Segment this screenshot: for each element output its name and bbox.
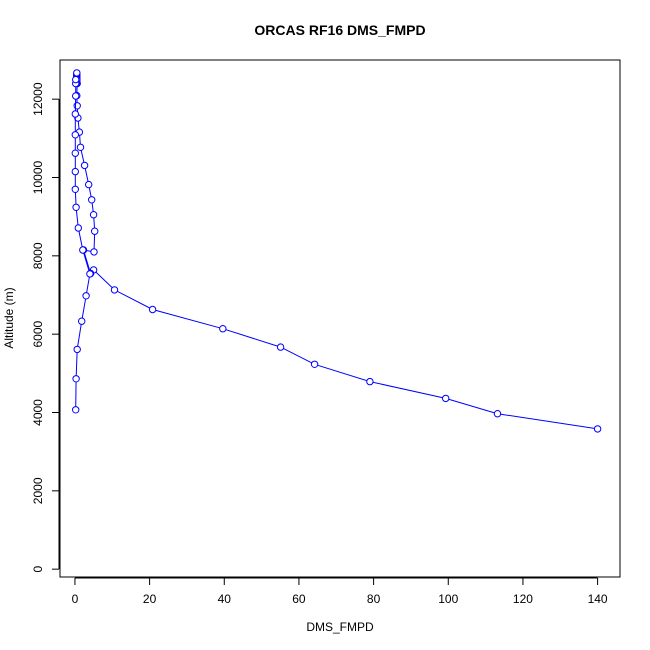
- data-point: [74, 224, 83, 232]
- series-layer: [71, 69, 602, 433]
- data-point: [276, 343, 285, 351]
- x-tick-label: 20: [143, 592, 157, 606]
- x-tick-label: 40: [218, 592, 232, 606]
- data-point: [90, 248, 98, 256]
- data-point: [91, 227, 99, 235]
- data-point: [72, 203, 80, 212]
- x-axis: 0 20 40 60 80 100 120 140: [72, 577, 608, 606]
- y-tick-label: 10000: [31, 160, 45, 194]
- data-point: [72, 92, 80, 100]
- data-point: [72, 406, 80, 414]
- data-point: [76, 143, 85, 152]
- data-point: [72, 375, 80, 383]
- data-point: [73, 345, 81, 354]
- plot-frame: [59, 59, 621, 578]
- data-point: [442, 394, 450, 403]
- y-axis: 0 2000 4000 6000 8000 10000 12000: [31, 82, 60, 573]
- x-tick-label: 140: [588, 592, 608, 606]
- data-point: [366, 377, 374, 386]
- data-point: [219, 325, 227, 333]
- data-point: [88, 196, 96, 204]
- data-point: [493, 410, 502, 418]
- y-tick-label: 0: [31, 566, 45, 573]
- data-point: [71, 149, 80, 157]
- data-point: [86, 270, 94, 278]
- data-point: [110, 286, 119, 294]
- data-point: [72, 75, 80, 84]
- series-line: [76, 72, 598, 430]
- chart-title: ORCAS RF16 DMS_FMPD: [254, 22, 425, 38]
- data-point: [593, 425, 602, 433]
- y-tick-label: 6000: [31, 320, 45, 347]
- y-tick-label: 4000: [31, 399, 45, 426]
- data-point: [71, 167, 80, 176]
- y-axis-label: Altitude (m): [2, 287, 16, 348]
- data-point: [73, 69, 81, 77]
- data-point: [85, 180, 93, 189]
- x-tick-label: 100: [438, 592, 458, 606]
- x-tick-label: 0: [72, 592, 79, 606]
- y-tick-label: 8000: [31, 242, 45, 269]
- data-point: [82, 292, 90, 300]
- data-point: [71, 131, 80, 139]
- y-tick-label: 12000: [31, 82, 45, 116]
- x-tick-label: 80: [367, 592, 381, 606]
- x-tick-label: 60: [292, 592, 306, 606]
- data-point: [80, 161, 89, 170]
- data-point: [71, 185, 80, 194]
- data-point: [79, 246, 87, 254]
- data-point: [71, 110, 80, 118]
- x-tick-label: 120: [513, 592, 533, 606]
- data-point: [148, 305, 157, 314]
- data-point: [78, 317, 86, 325]
- x-axis-label: DMS_FMPD: [306, 620, 374, 634]
- y-tick-label: 2000: [31, 477, 45, 504]
- data-point: [310, 360, 319, 368]
- data-point: [89, 211, 98, 219]
